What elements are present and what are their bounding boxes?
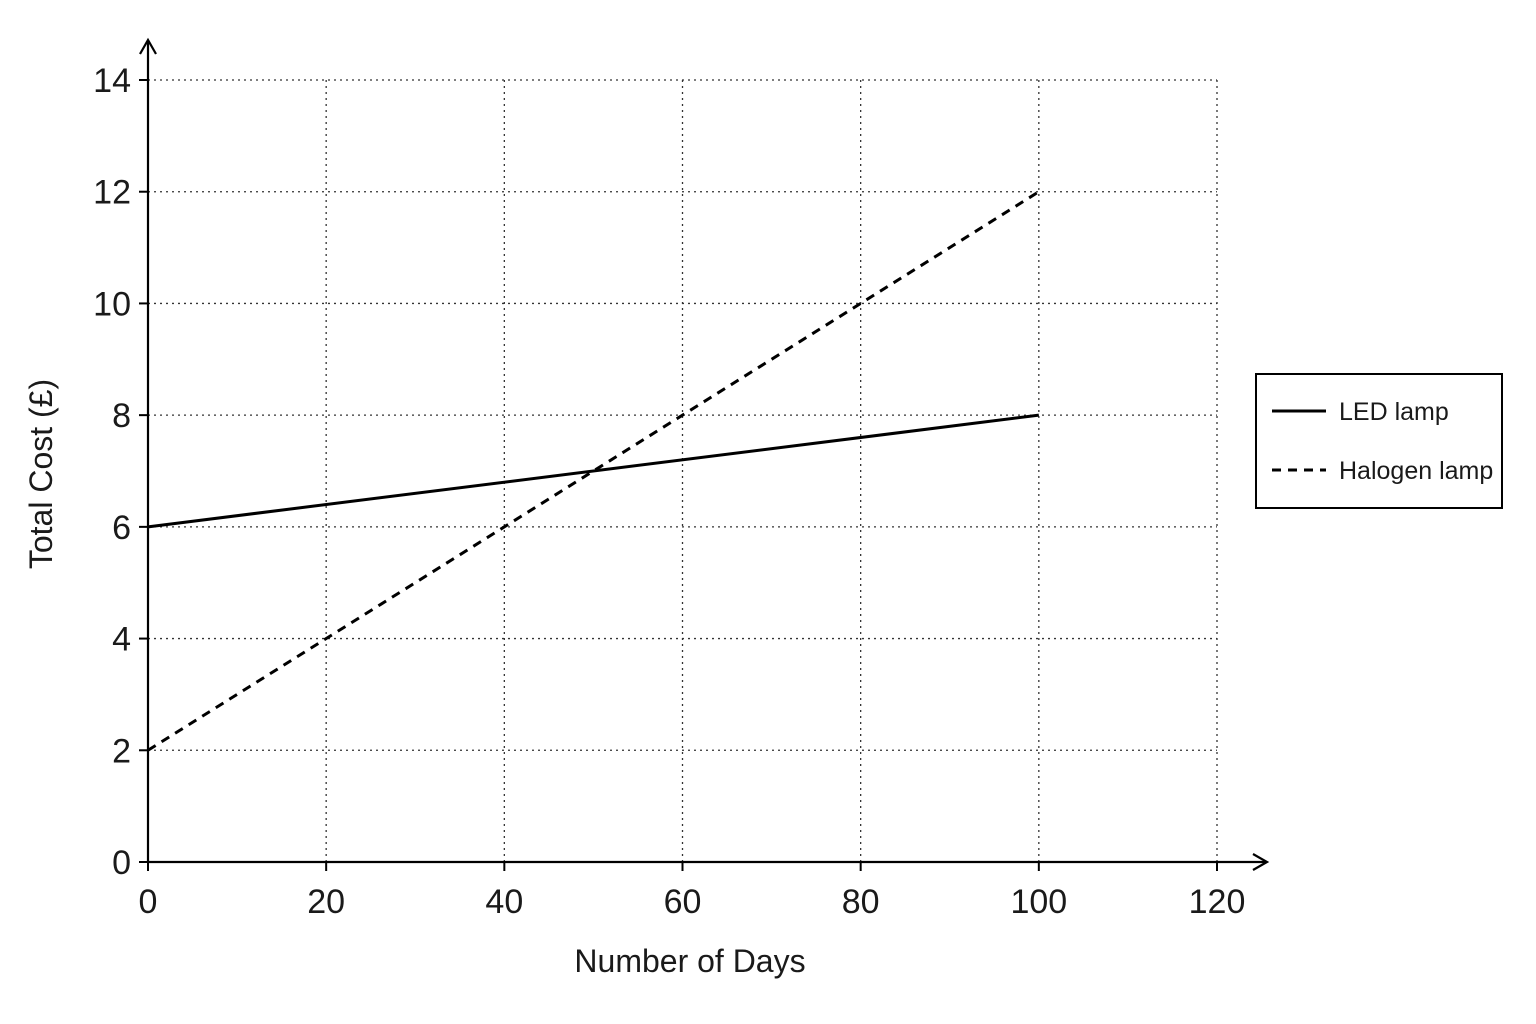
x-tick-label-20: 20 bbox=[307, 883, 345, 921]
y-tick-label-12: 12 bbox=[93, 174, 131, 212]
axes bbox=[139, 37, 1270, 871]
legend: LED lamp Halogen lamp bbox=[1255, 373, 1503, 509]
grid bbox=[148, 79, 1218, 862]
legend-label-led: LED lamp bbox=[1339, 398, 1449, 426]
y-tick-label-14: 14 bbox=[93, 62, 131, 100]
x-tick-label-0: 0 bbox=[139, 883, 158, 921]
y-tick-label-6: 6 bbox=[112, 509, 131, 547]
y-tick-label-8: 8 bbox=[112, 397, 131, 435]
y-tick-label-10: 10 bbox=[93, 285, 131, 323]
series-line-led-lamp bbox=[147, 413, 1040, 529]
tick-labels: 0 20 40 60 80 100 120 0 2 4 6 8 10 12 14 bbox=[93, 62, 1245, 921]
x-tick-label-40: 40 bbox=[485, 883, 523, 921]
legend-label-halogen: Halogen lamp bbox=[1339, 457, 1493, 485]
y-tick-label-0: 0 bbox=[112, 844, 131, 882]
y-axis-arrow bbox=[139, 37, 157, 55]
x-tick-label-100: 100 bbox=[1010, 883, 1067, 921]
series-lines bbox=[147, 190, 1040, 752]
x-tick-label-60: 60 bbox=[664, 883, 702, 921]
x-tick-label-80: 80 bbox=[842, 883, 880, 921]
y-tick-label-2: 2 bbox=[112, 732, 131, 770]
x-axis-arrow bbox=[1252, 853, 1270, 871]
x-tick-label-120: 120 bbox=[1189, 883, 1246, 921]
y-axis-title: Total Cost (£) bbox=[23, 379, 59, 569]
y-tick-label-4: 4 bbox=[112, 621, 131, 659]
x-axis-title: Number of Days bbox=[574, 943, 805, 979]
legend-box bbox=[1255, 373, 1503, 509]
